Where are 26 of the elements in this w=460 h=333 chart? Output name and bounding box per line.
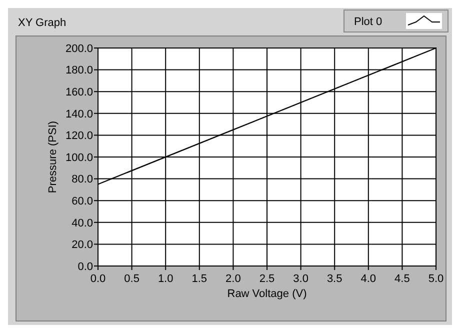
x-tick-label: 4.0: [360, 273, 376, 285]
y-tick-label: 60.0: [72, 195, 93, 208]
x-tick-label: 5.0: [428, 273, 444, 285]
y-tick-label: 0.0: [78, 260, 93, 273]
y-tick-label: 40.0: [72, 217, 93, 230]
x-tick-label: 1.5: [192, 273, 208, 285]
chart-title: XY Graph: [18, 17, 66, 29]
y-tick-label: 200.0: [65, 42, 93, 55]
y-tick-label: 160.0: [65, 86, 93, 98]
legend-label: Plot 0: [354, 16, 382, 28]
x-tick-label: 4.5: [394, 273, 410, 285]
x-tick-label: 1.0: [158, 273, 174, 285]
x-tick-label: 3.5: [326, 273, 342, 285]
y-tick-label: 180.0: [65, 64, 93, 77]
y-tick-label: 140.0: [65, 108, 93, 120]
x-tick-label: 3.0: [293, 273, 308, 285]
y-axis-title: Pressure (PSI): [47, 120, 59, 194]
x-axis-title: Raw Voltage (V): [227, 288, 307, 300]
x-tick-label: 0.0: [90, 273, 106, 285]
x-tick-label: 2.0: [226, 273, 241, 285]
y-tick-label: 80.0: [72, 174, 93, 186]
y-tick-label: 120.0: [65, 130, 93, 142]
y-tick-label: 20.0: [72, 239, 93, 252]
x-tick-label: 2.5: [259, 273, 275, 285]
y-tick-label: 100.0: [65, 152, 93, 164]
x-tick-label: 0.5: [124, 273, 140, 285]
